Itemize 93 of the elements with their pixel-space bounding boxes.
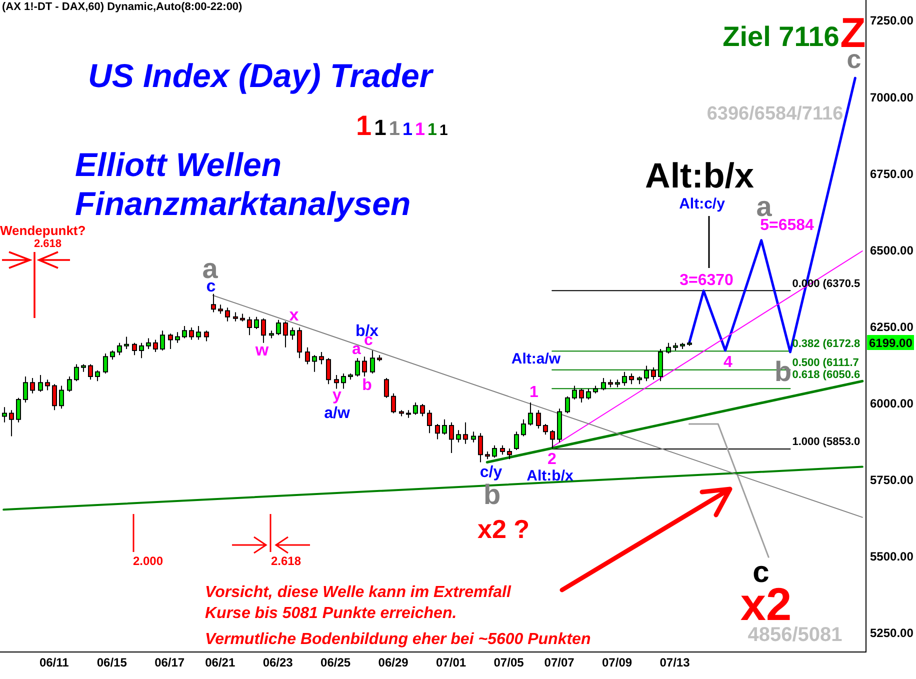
y-tick-label: 7250.00 xyxy=(870,14,914,28)
y-tick-label: 7000.00 xyxy=(870,90,914,104)
annotation: a xyxy=(352,340,361,358)
annotation: Ziel 7116 xyxy=(722,21,840,52)
candlestick xyxy=(2,406,7,423)
annotation: b xyxy=(483,479,501,510)
annotation: 4856/5081 xyxy=(748,624,842,646)
annotation: Elliott Wellen xyxy=(75,146,282,183)
candlestick xyxy=(334,374,339,390)
annotation: Alt:c/y xyxy=(679,196,725,212)
annotation: 2.618 xyxy=(271,554,302,568)
x-tick-label: 07/13 xyxy=(660,656,690,670)
y-tick-label: 5500.00 xyxy=(870,549,914,564)
candlestick xyxy=(341,372,346,390)
candlestick xyxy=(146,338,151,350)
x-tick-label: 06/15 xyxy=(96,656,128,670)
candlestick xyxy=(362,356,367,378)
candlestick xyxy=(463,422,468,444)
series-label: 0.500 (6111.7 xyxy=(792,356,859,369)
annotation: Kurse bis 5081 Punkte erreichen. xyxy=(205,605,457,622)
annotation: y xyxy=(332,387,342,404)
annotation: a/w xyxy=(324,405,350,422)
candlestick xyxy=(261,318,266,344)
x-tick-label: 07/07 xyxy=(544,656,575,670)
annotation: w xyxy=(255,340,269,360)
x-tick-label: 07/09 xyxy=(602,656,632,670)
x-tick-label: 06/11 xyxy=(39,656,70,670)
candlestick xyxy=(247,316,252,336)
y-tick-label: 6750.00 xyxy=(870,166,914,181)
series-label: 0.382 (6172.8 xyxy=(792,338,860,350)
candlestick xyxy=(218,304,223,314)
annotation: Alt:b/x xyxy=(645,156,754,196)
candlestick xyxy=(305,346,310,365)
x-tick-label: 07/01 xyxy=(436,656,466,670)
candlestick xyxy=(189,327,194,340)
candlestick xyxy=(449,422,454,454)
candlestick xyxy=(211,293,216,313)
annotation: Vorsicht, diese Welle kann im Extremfall xyxy=(205,584,511,601)
y-tick-label: 6250.00 xyxy=(870,320,914,334)
annotation: 2.000 xyxy=(133,554,164,568)
candlestick xyxy=(528,402,533,426)
candlestick xyxy=(204,330,209,342)
annotation: Wendepunkt? xyxy=(0,223,86,238)
candlestick xyxy=(572,385,577,400)
candlestick xyxy=(45,379,50,391)
candlestick xyxy=(23,376,28,404)
annotation: Alt:a/w xyxy=(511,350,561,367)
candlestick xyxy=(139,342,144,359)
candlestick xyxy=(550,430,555,449)
x-tick-label: 06/23 xyxy=(262,656,294,670)
annotation: x2 ? xyxy=(477,514,530,544)
candlestick xyxy=(168,333,173,350)
candlestick xyxy=(233,312,238,322)
x-tick-label: 06/17 xyxy=(154,656,185,670)
annotation: c/y xyxy=(480,464,502,481)
x-tick-label: 06/29 xyxy=(378,656,409,670)
text: 6199.00 xyxy=(867,335,914,350)
annotation: 2 xyxy=(548,451,556,468)
series-label: 0.618 (6050.6 xyxy=(792,368,860,381)
annotation: 4 xyxy=(724,354,732,370)
candlestick xyxy=(319,352,324,365)
annotation: 6396/6584/7116 xyxy=(706,104,844,124)
annotation: b xyxy=(362,377,372,394)
candlestick xyxy=(478,432,483,463)
candlestick xyxy=(370,350,375,374)
annotation: x xyxy=(289,306,299,324)
x-tick-label: 06/21 xyxy=(205,656,236,670)
series-label: 1.000 (5853.0 xyxy=(792,436,860,448)
y-tick-label: 5250.00 xyxy=(870,626,914,640)
candlestick xyxy=(435,423,440,440)
candlestick xyxy=(9,410,14,437)
annotation: 3=6370 xyxy=(680,272,734,289)
annotation: Alt:b/x xyxy=(526,468,574,484)
annotation: Finanzmarktanalysen xyxy=(75,185,411,222)
candlestick xyxy=(427,410,432,434)
candlestick xyxy=(59,385,64,410)
y-tick-label: 6000.00 xyxy=(870,396,914,410)
candlestick xyxy=(283,320,288,348)
y-tick-label: 6500.00 xyxy=(870,243,914,258)
x-tick-label: 06/25 xyxy=(320,656,351,670)
candlestick xyxy=(297,327,302,359)
candlestick xyxy=(38,374,43,392)
y-tick-label: 5750.00 xyxy=(870,472,914,487)
annotation: Vermutliche Bodenbildung eher bei ~5600 Punkten xyxy=(205,631,591,648)
candlestick xyxy=(290,327,295,340)
annotation: 2.618 xyxy=(34,238,62,250)
chart-title: (AX 1!-DT - DAX,60) Dynamic,Auto(8:00-22:00) xyxy=(2,1,242,13)
candlestick xyxy=(124,336,129,350)
x-tick-label: 07/05 xyxy=(494,656,524,670)
candlestick xyxy=(312,354,317,372)
candlestick xyxy=(196,326,201,340)
annotation: 1 xyxy=(530,384,538,401)
text: US Index (Day) Trader xyxy=(88,57,432,94)
